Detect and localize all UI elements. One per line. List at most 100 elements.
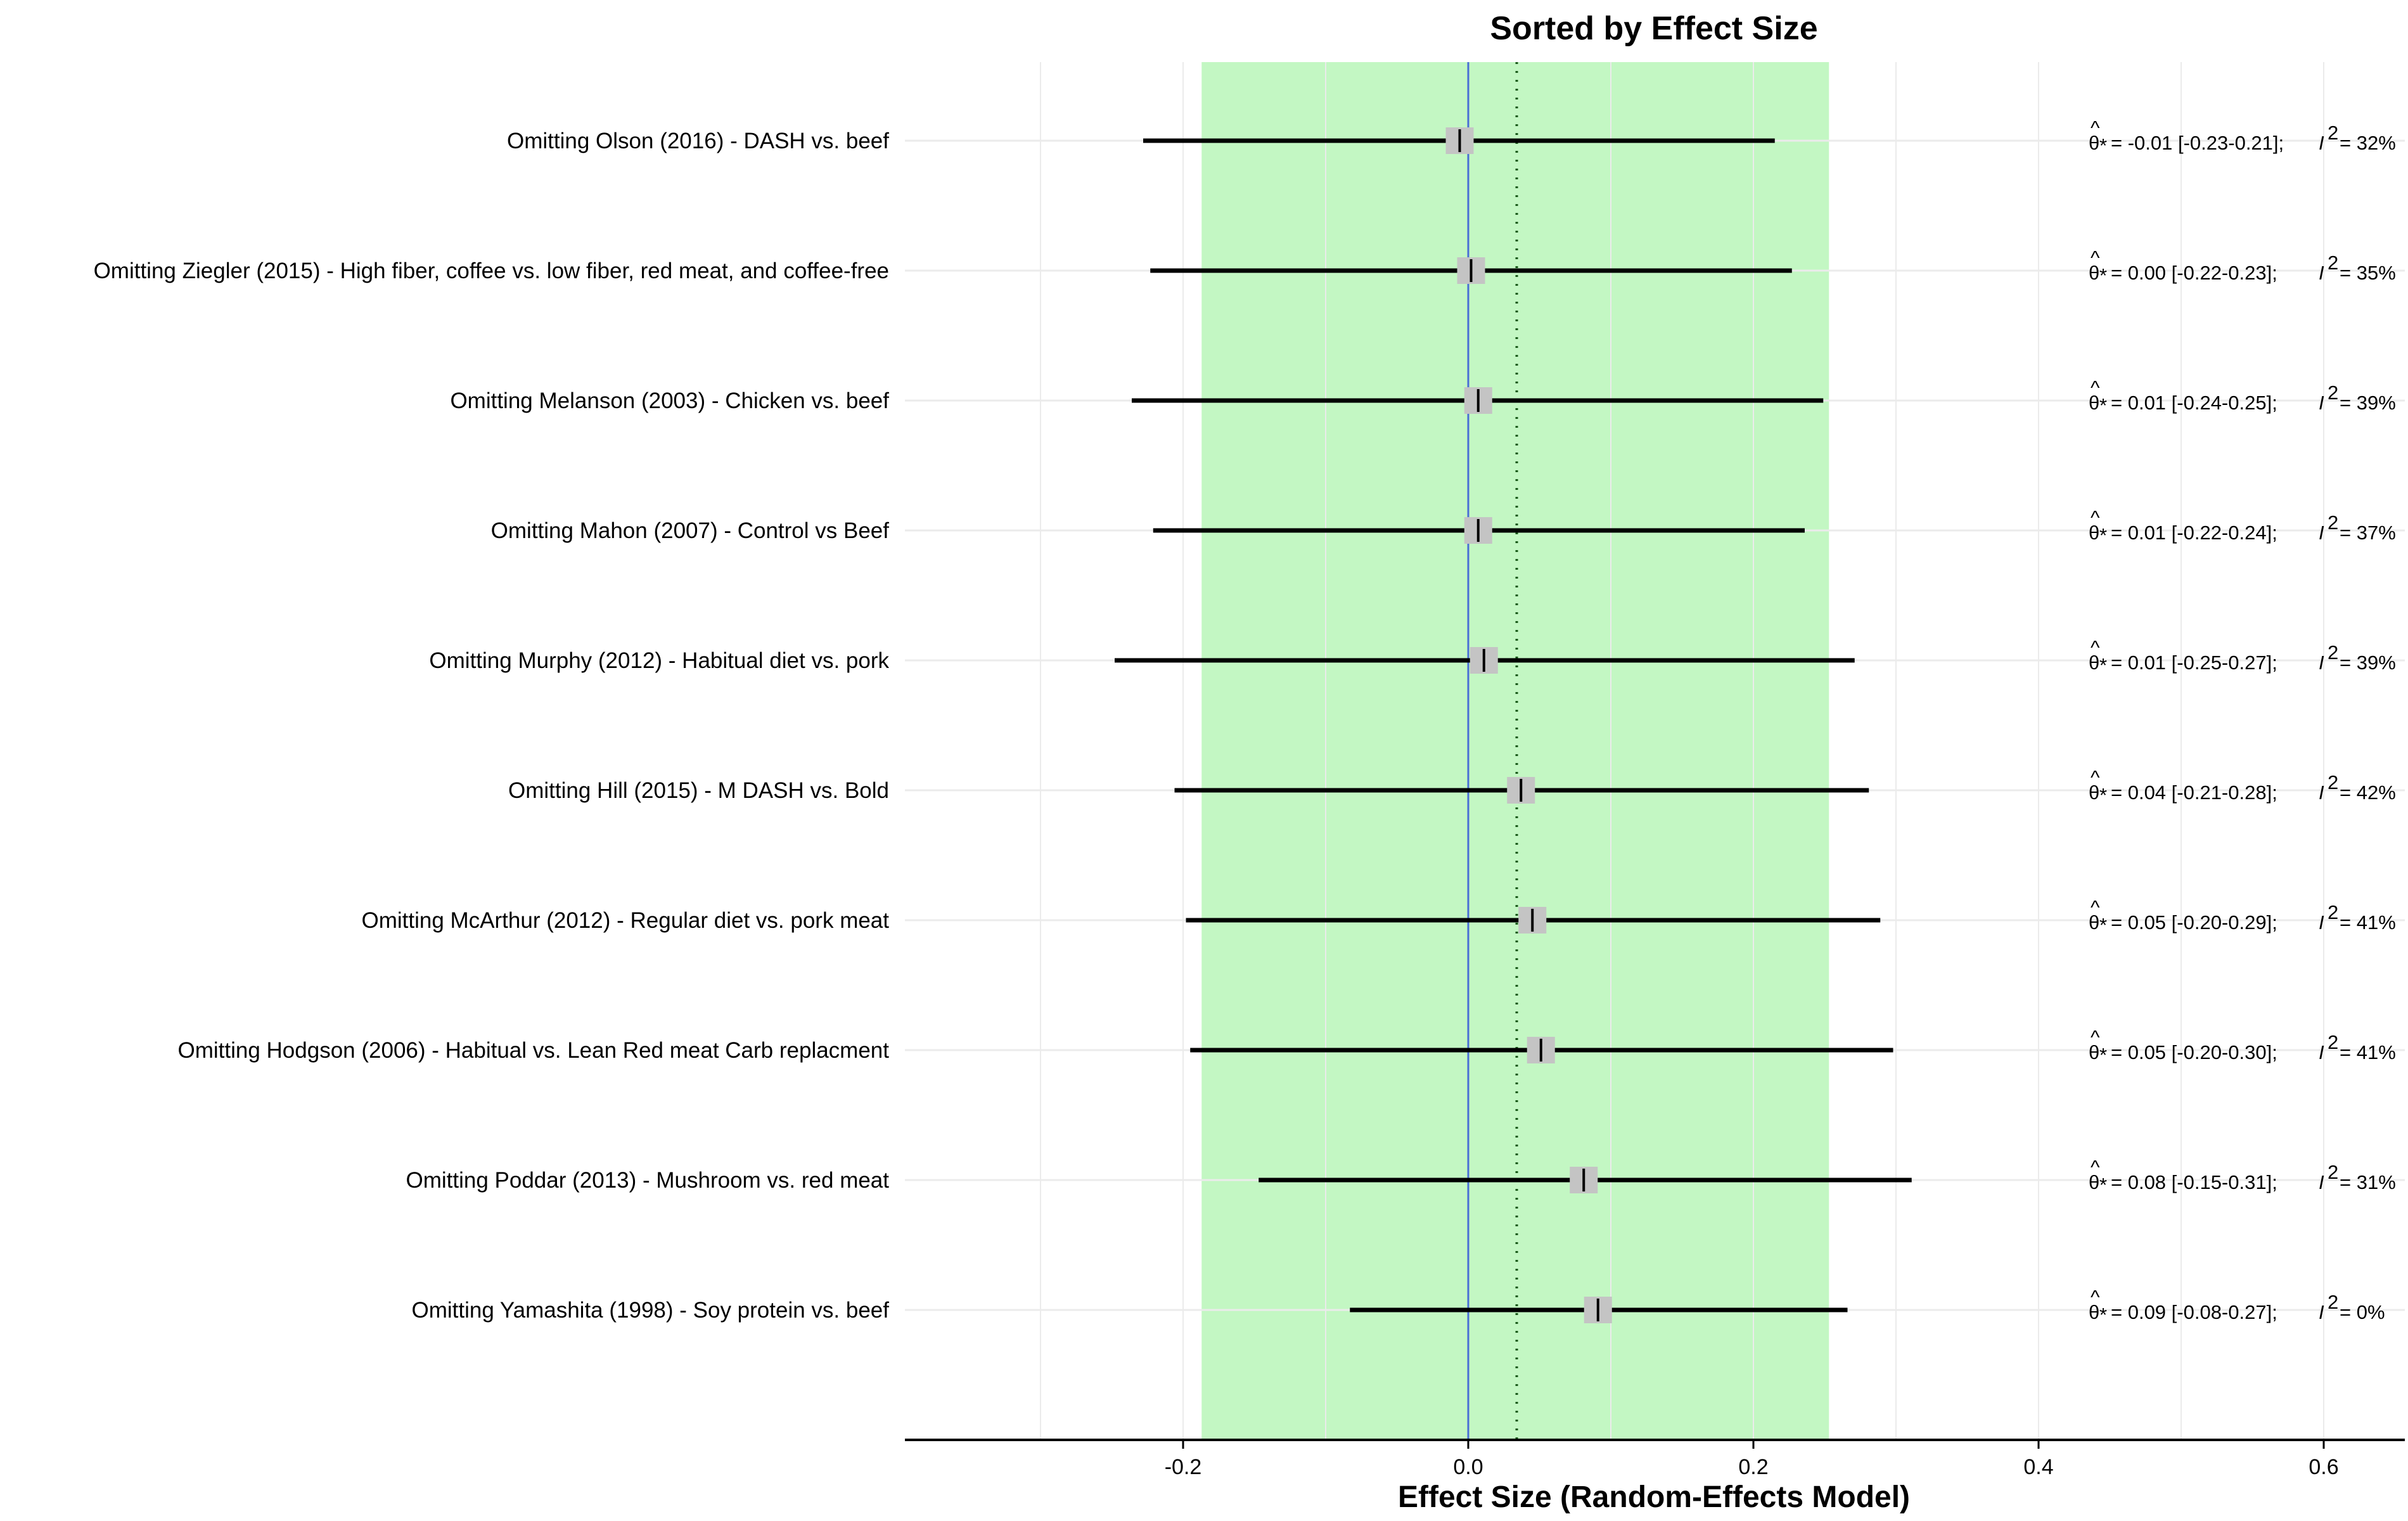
study-row xyxy=(1174,777,1869,804)
i-squared-symbol: I xyxy=(2319,911,2324,934)
i-squared-symbol: I xyxy=(2319,1041,2324,1063)
i-squared-exponent: 2 xyxy=(2328,1031,2338,1053)
theta-hat: ^ xyxy=(2091,1286,2100,1308)
study-label: Omitting Hodgson (2006) - Habitual vs. L… xyxy=(178,1038,890,1063)
study-label: Omitting Olson (2016) - DASH vs. beef xyxy=(507,129,889,153)
i-squared-symbol: I xyxy=(2319,651,2324,674)
study-row xyxy=(1186,907,1881,934)
theta-symbol: θ xyxy=(2089,392,2099,414)
study-row xyxy=(1190,1037,1893,1063)
i-squared-exponent: 2 xyxy=(2328,1161,2338,1183)
study-row xyxy=(1258,1167,1912,1193)
annotation-value: = 0.04 [-0.21-0.28]; xyxy=(2111,781,2277,804)
study-annotation: θ^* = 0.00 [-0.22-0.23]; I 2 = 35% xyxy=(2089,247,2396,286)
theta-hat: ^ xyxy=(2091,247,2100,269)
x-tick-label: -0.2 xyxy=(1165,1455,1202,1479)
theta-star: * xyxy=(2099,654,2107,676)
theta-symbol: θ xyxy=(2089,911,2099,934)
x-axis-label: Effect Size (Random-Effects Model) xyxy=(1398,1480,1910,1514)
theta-star: * xyxy=(2099,1174,2107,1196)
i-squared-exponent: 2 xyxy=(2328,901,2338,923)
x-axis: -0.2 0.0 0.2 0.4 0.6 xyxy=(905,1439,2405,1479)
annotation-layer: θ^* = -0.01 [-0.23-0.21]; I 2 = 32%θ^* = 0.00… xyxy=(2089,117,2396,1326)
theta-symbol: θ xyxy=(2089,1171,2099,1193)
study-annotation: θ^* = -0.01 [-0.23-0.21]; I 2 = 32% xyxy=(2089,117,2396,157)
study-label: Omitting Mahon (2007) - Control vs Beef xyxy=(491,518,890,543)
i-squared-value: = 37% xyxy=(2340,522,2396,544)
x-tick-label: 0.0 xyxy=(1453,1455,1483,1479)
i-squared-exponent: 2 xyxy=(2328,641,2338,664)
i-squared-symbol: I xyxy=(2319,1301,2324,1323)
i-squared-exponent: 2 xyxy=(2328,1291,2338,1313)
study-label-layer: Omitting Olson (2016) - DASH vs. beef Omi… xyxy=(94,129,890,1323)
theta-star: * xyxy=(2099,264,2107,286)
theta-star: * xyxy=(2099,784,2107,806)
theta-symbol: θ xyxy=(2089,781,2099,804)
i-squared-value: = 41% xyxy=(2340,1041,2396,1063)
study-row xyxy=(1153,517,1805,544)
study-label: Omitting Murphy (2012) - Habitual diet v… xyxy=(429,648,889,673)
i-squared-exponent: 2 xyxy=(2328,252,2338,274)
study-annotation: θ^* = 0.01 [-0.24-0.25]; I 2 = 39% xyxy=(2089,376,2396,416)
chart-title: Sorted by Effect Size xyxy=(1490,10,1817,47)
annotation-value: = 0.01 [-0.22-0.24]; xyxy=(2111,522,2277,544)
annotation-value: = 0.01 [-0.24-0.25]; xyxy=(2111,392,2277,414)
study-row xyxy=(1150,257,1792,284)
theta-hat: ^ xyxy=(2091,896,2100,918)
annotation-value: = 0.05 [-0.20-0.30]; xyxy=(2111,1041,2277,1063)
i-squared-symbol: I xyxy=(2319,132,2324,154)
i-squared-value: = 35% xyxy=(2340,262,2396,284)
x-tick-label: 0.6 xyxy=(2309,1455,2338,1479)
i-squared-symbol: I xyxy=(2319,522,2324,544)
study-label: Omitting Poddar (2013) - Mushroom vs. re… xyxy=(406,1168,889,1193)
theta-star: * xyxy=(2099,134,2107,157)
theta-symbol: θ xyxy=(2089,522,2099,544)
study-annotation: θ^* = 0.05 [-0.20-0.30]; I 2 = 41% xyxy=(2089,1026,2396,1066)
annotation-value: = 0.00 [-0.22-0.23]; xyxy=(2111,262,2277,284)
study-annotation: θ^* = 0.09 [-0.08-0.27]; I 2 = 0% xyxy=(2089,1286,2385,1326)
i-squared-exponent: 2 xyxy=(2328,122,2338,144)
study-row xyxy=(1350,1297,1848,1323)
i-squared-symbol: I xyxy=(2319,781,2324,804)
theta-hat: ^ xyxy=(2091,1156,2100,1178)
study-annotation: θ^* = 0.01 [-0.22-0.24]; I 2 = 37% xyxy=(2089,506,2396,546)
study-row xyxy=(1115,647,1855,674)
study-row xyxy=(1143,127,1775,154)
i-squared-exponent: 2 xyxy=(2328,511,2338,534)
theta-symbol: θ xyxy=(2089,1301,2099,1323)
study-label: Omitting Melanson (2003) - Chicken vs. b… xyxy=(450,388,889,413)
theta-hat: ^ xyxy=(2091,376,2100,399)
i-squared-exponent: 2 xyxy=(2328,771,2338,793)
confidence-band-layer xyxy=(1201,62,1829,1440)
theta-star: * xyxy=(2099,1044,2107,1066)
x-tick-label: 0.4 xyxy=(2023,1455,2053,1479)
annotation-value: = 0.09 [-0.08-0.27]; xyxy=(2111,1301,2277,1323)
i-squared-value: = 41% xyxy=(2340,911,2396,934)
theta-hat: ^ xyxy=(2091,1026,2100,1048)
i-squared-value: = 39% xyxy=(2340,392,2396,414)
theta-star: * xyxy=(2099,1304,2107,1326)
i-squared-value: = 31% xyxy=(2340,1171,2396,1193)
study-label: Omitting Ziegler (2015) - High fiber, co… xyxy=(94,259,889,283)
theta-hat: ^ xyxy=(2091,117,2100,139)
theta-symbol: θ xyxy=(2089,132,2099,154)
theta-star: * xyxy=(2099,524,2107,546)
pooled-ci-band xyxy=(1201,62,1829,1440)
i-squared-exponent: 2 xyxy=(2328,382,2338,404)
theta-hat: ^ xyxy=(2091,636,2100,658)
i-squared-symbol: I xyxy=(2319,1171,2324,1193)
theta-symbol: θ xyxy=(2089,1041,2099,1063)
theta-symbol: θ xyxy=(2089,651,2099,674)
i-squared-value: = 39% xyxy=(2340,651,2396,674)
i-squared-value: = 42% xyxy=(2340,781,2396,804)
reference-line-layer xyxy=(1467,62,1518,1440)
study-ci-layer xyxy=(1115,127,1912,1323)
x-tick-label: 0.2 xyxy=(1738,1455,1768,1479)
study-annotation: θ^* = 0.04 [-0.21-0.28]; I 2 = 42% xyxy=(2089,766,2396,806)
theta-star: * xyxy=(2099,394,2107,416)
study-annotation: θ^* = 0.01 [-0.25-0.27]; I 2 = 39% xyxy=(2089,636,2396,676)
theta-symbol: θ xyxy=(2089,262,2099,284)
annotation-value: = 0.08 [-0.15-0.31]; xyxy=(2111,1171,2277,1193)
theta-hat: ^ xyxy=(2091,766,2100,788)
